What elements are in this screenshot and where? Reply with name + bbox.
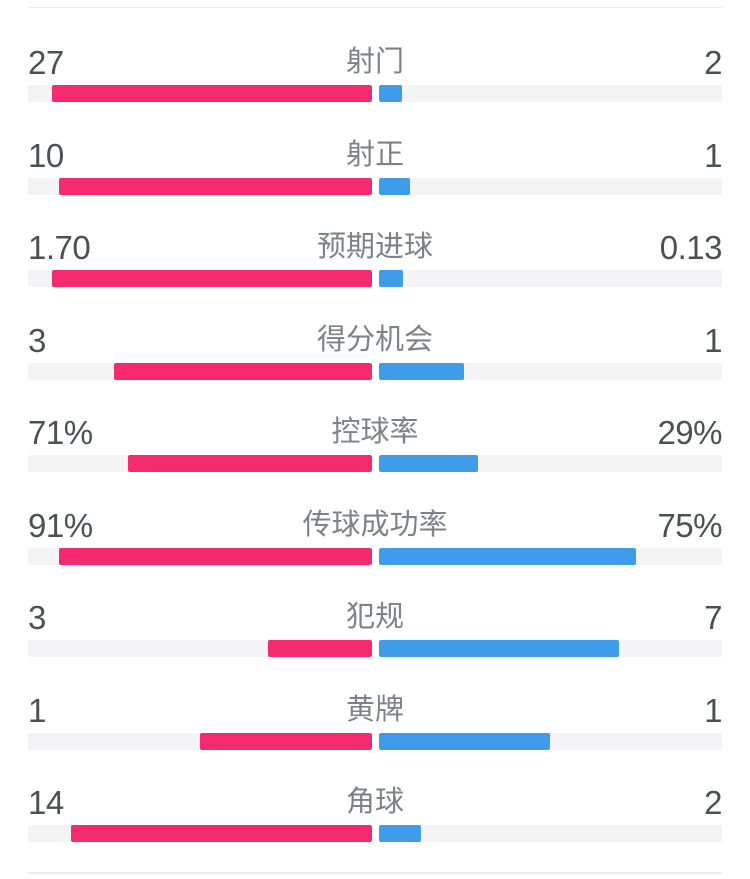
away-value: 2 <box>704 44 722 81</box>
stat-row: 27 射门 2 <box>0 40 750 133</box>
home-bar-track <box>28 85 372 102</box>
away-bar <box>378 455 479 472</box>
stat-row: 1.70 预期进球 0.13 <box>0 225 750 318</box>
home-value: 10 <box>28 136 64 174</box>
home-value: 1.70 <box>28 229 91 266</box>
home-bar <box>127 455 372 472</box>
stat-bar-track <box>28 732 722 750</box>
stats-list: 27 射门 2 10 射正 1 1.70 <box>0 40 750 873</box>
stat-label: 控球率 <box>331 416 419 448</box>
stat-label: 黄牌 <box>345 693 404 726</box>
stat-bar-track <box>28 177 722 195</box>
stat-bar-track <box>28 270 722 287</box>
stat-label: 射正 <box>345 138 404 171</box>
home-bar-track <box>28 640 372 657</box>
away-bar-track <box>378 547 722 565</box>
away-bar-track <box>378 85 722 102</box>
stat-row: 14 角球 2 <box>0 780 750 873</box>
stat-row-labels: 3 得分机会 1 <box>28 322 722 359</box>
away-bar <box>378 270 403 287</box>
stat-label: 犯规 <box>345 601 404 633</box>
stat-bar-track <box>28 85 722 102</box>
bottom-divider <box>28 872 722 874</box>
stat-row-labels: 1.70 预期进球 0.13 <box>28 229 723 266</box>
away-bar <box>378 640 619 657</box>
home-bar-track <box>28 547 372 565</box>
home-value: 1 <box>28 691 46 729</box>
home-value: 3 <box>28 321 46 359</box>
away-value: 1 <box>704 136 722 174</box>
stat-bar-track <box>28 362 722 380</box>
away-bar <box>378 362 465 380</box>
home-bar <box>52 270 372 287</box>
away-bar-track <box>378 732 722 750</box>
stat-bar-track <box>28 640 722 657</box>
away-bar-track <box>378 640 722 657</box>
stat-row: 1 黄牌 1 <box>0 688 750 781</box>
stat-bar-track <box>28 825 722 842</box>
stat-row-labels: 3 犯规 7 <box>28 599 722 636</box>
home-bar <box>70 825 372 842</box>
away-bar-track <box>378 455 722 472</box>
away-value: 1 <box>704 691 722 729</box>
home-bar <box>113 362 372 380</box>
stat-row-labels: 91% 传球成功率 75% <box>28 507 722 544</box>
top-divider <box>28 7 722 8</box>
away-value: 29% <box>657 414 722 451</box>
away-value: 7 <box>704 599 722 636</box>
stat-row-labels: 27 射门 2 <box>28 44 722 81</box>
home-bar-track <box>28 270 372 287</box>
home-value: 91% <box>28 506 93 544</box>
stat-label: 角球 <box>345 786 404 818</box>
stat-row: 71% 控球率 29% <box>0 410 750 503</box>
away-bar-track <box>378 362 722 380</box>
stat-label: 射门 <box>345 46 404 78</box>
stat-row-labels: 1 黄牌 1 <box>28 692 722 729</box>
stat-bar-track <box>28 547 722 565</box>
away-bar-track <box>378 270 722 287</box>
home-bar <box>199 732 372 750</box>
home-value: 71% <box>28 414 93 451</box>
stat-label: 预期进球 <box>316 231 433 263</box>
home-bar-track <box>28 732 372 750</box>
home-value: 14 <box>28 784 64 821</box>
home-bar <box>51 85 372 102</box>
home-bar-track <box>28 362 372 380</box>
home-value: 3 <box>28 599 46 636</box>
home-bar <box>58 547 372 565</box>
away-bar <box>378 547 637 565</box>
away-value: 2 <box>704 784 722 821</box>
home-bar <box>268 640 372 657</box>
stat-label: 传球成功率 <box>302 508 448 541</box>
stat-row: 3 犯规 7 <box>0 595 750 688</box>
home-bar-track <box>28 455 372 472</box>
away-bar <box>378 732 551 750</box>
home-value: 27 <box>28 44 64 81</box>
stat-row-labels: 10 射正 1 <box>28 137 722 174</box>
stat-row: 10 射正 1 <box>0 133 750 226</box>
stat-row: 91% 传球成功率 75% <box>0 503 750 596</box>
stat-row: 3 得分机会 1 <box>0 318 750 411</box>
home-bar-track <box>28 177 372 195</box>
away-bar-track <box>378 177 722 195</box>
stat-row-labels: 14 角球 2 <box>28 784 722 821</box>
away-value: 75% <box>657 506 722 544</box>
away-value: 0.13 <box>659 229 723 266</box>
away-bar-track <box>378 825 722 842</box>
home-bar <box>59 177 372 195</box>
away-bar <box>378 825 422 842</box>
stat-label: 得分机会 <box>316 323 433 356</box>
home-bar-track <box>28 825 372 842</box>
away-bar <box>378 177 410 195</box>
away-value: 1 <box>704 321 722 359</box>
stat-bar-track <box>28 455 722 472</box>
away-bar <box>378 85 403 102</box>
stat-row-labels: 71% 控球率 29% <box>28 414 722 451</box>
